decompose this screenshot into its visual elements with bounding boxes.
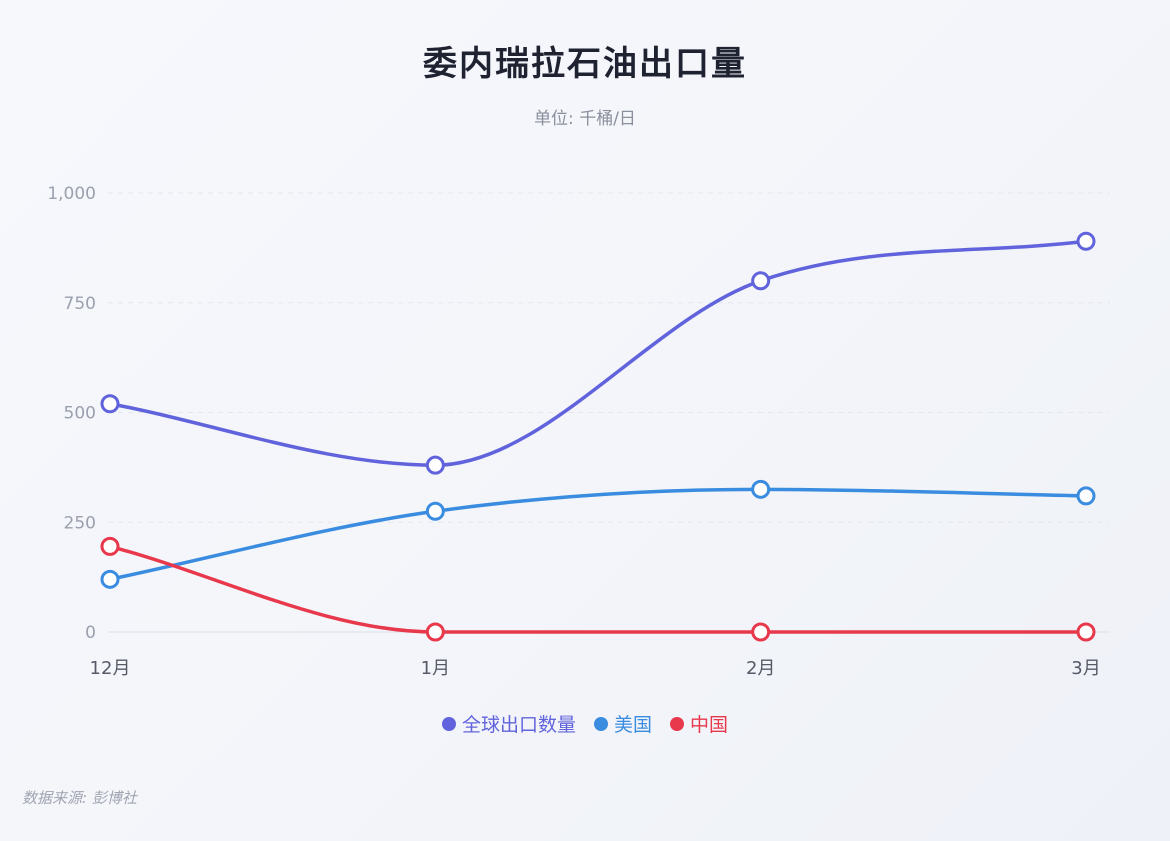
y-tick-label: 1,000 [47, 184, 96, 204]
x-tick-label: 3月 [1071, 658, 1100, 679]
grid-lines [108, 192, 1110, 633]
data-point-series-1 [751, 479, 771, 499]
y-tick-labels: 0 250 500 750 1,000 [47, 184, 96, 643]
data-point-series-0 [425, 455, 445, 475]
y-tick-label: 250 [64, 513, 96, 533]
y-tick-label: 500 [64, 404, 96, 424]
series-lines [108, 239, 1088, 634]
data-point-series-0 [1076, 231, 1096, 251]
series-points [100, 231, 1096, 642]
x-tick-label: 1月 [421, 658, 450, 679]
legend-label-series-2: 中国 [690, 714, 729, 736]
data-point-series-0 [100, 394, 120, 414]
source-note: 数据来源: 彭博社 [22, 789, 137, 807]
chart-subtitle: 单位: 千桶/日 [534, 109, 636, 129]
series-line-1 [108, 487, 1088, 582]
data-point-series-1 [100, 569, 120, 589]
x-tick-labels: 12月 1月 2月 3月 [90, 658, 1101, 679]
legend: 全球出口数量 美国 中国 [0, 710, 1170, 737]
legend-marker-series-0 [441, 716, 456, 731]
y-tick-label: 750 [64, 294, 96, 314]
legend-item-series-2[interactable]: 中国 [670, 710, 728, 737]
data-point-series-2 [425, 622, 445, 642]
data-point-series-2 [100, 536, 120, 556]
series-line-0 [108, 239, 1088, 467]
data-point-series-1 [425, 501, 445, 521]
data-point-series-2 [1076, 622, 1096, 642]
data-point-series-0 [751, 271, 771, 291]
legend-marker-series-1 [593, 716, 608, 731]
y-tick-label: 0 [85, 623, 96, 643]
legend-item-series-0[interactable]: 全球出口数量 [441, 710, 576, 737]
x-tick-label: 2月 [746, 658, 775, 679]
legend-marker-series-2 [670, 716, 684, 731]
legend-label-series-1: 美国 [613, 714, 652, 736]
data-point-series-2 [751, 622, 771, 642]
series-line-2 [108, 544, 1088, 634]
data-point-series-1 [1076, 486, 1096, 506]
legend-item-series-1[interactable]: 美国 [593, 710, 652, 737]
chart-title: 委内瑞拉石油出口量 [423, 44, 747, 84]
legend-label-series-0: 全球出口数量 [461, 714, 576, 736]
x-tick-label: 12月 [90, 658, 131, 679]
